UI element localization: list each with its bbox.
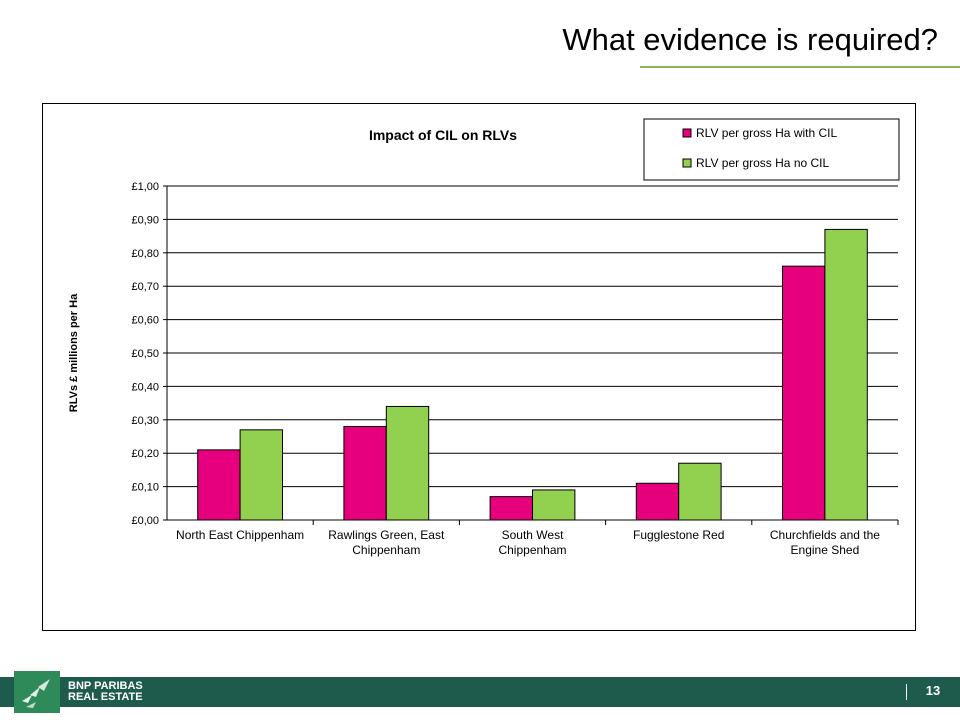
bar: [782, 265, 826, 521]
x-tick-label: Churchfields and the: [770, 528, 880, 542]
x-tick-label: North East Chippenham: [176, 528, 304, 542]
y-tick-label: £0,80: [131, 248, 159, 260]
bar: [197, 449, 241, 521]
chart-frame: £0,00 £0,10 £0,20 £0,30 £0,40 £0,50 £0,60 £0,70…: [42, 103, 916, 631]
bar: [678, 462, 722, 521]
y-tick-label: £0,50: [131, 348, 159, 360]
x-tick-label: Chippenham: [498, 543, 566, 557]
bnp-paribas-logo: [14, 671, 60, 713]
x-tick-label: Chippenham: [352, 543, 420, 557]
legend-swatch: [682, 128, 692, 138]
footer-separator: [906, 684, 907, 700]
bar-chart: £0,00 £0,10 £0,20 £0,30 £0,40 £0,50 £0,60 £0,70…: [68, 118, 900, 557]
y-tick-label: £0,30: [131, 415, 159, 427]
legend-swatch: [682, 158, 692, 168]
chart-title: Impact of CIL on RLVs: [369, 127, 517, 143]
bar: [824, 228, 868, 521]
legend-label: RLV per gross Ha no CIL: [696, 156, 829, 170]
page-number: 13: [925, 683, 941, 698]
bar: [532, 489, 576, 521]
bar: [343, 425, 387, 521]
bar: [489, 496, 533, 521]
y-tick-label: £0,10: [131, 482, 159, 494]
title-underline: [640, 66, 960, 68]
bar: [635, 482, 680, 521]
x-tick-label: Fugglestone Red: [633, 528, 724, 542]
x-tick-label: Engine Shed: [791, 543, 860, 557]
bar: [385, 405, 430, 521]
brand-line-1: BNP PARIBAS: [68, 680, 143, 692]
y-tick-label: £0,20: [131, 448, 159, 460]
footer-bar: [0, 677, 960, 707]
y-tick-label: £0,70: [131, 281, 159, 293]
y-axis-label: RLVs £ millions per Ha: [68, 293, 80, 412]
y-tick-label: £0,90: [131, 214, 159, 226]
x-tick-label: Rawlings Green, East: [328, 528, 445, 542]
legend-label: RLV per gross Ha with CIL: [696, 126, 837, 140]
slide-title: What evidence is required?: [562, 22, 938, 57]
birds-logo-icon: [22, 679, 50, 708]
y-tick-label: £1,00: [131, 181, 159, 193]
brand-line-2: REAL ESTATE: [68, 691, 143, 703]
y-tick-label: £0,00: [131, 515, 159, 527]
footer-brand: BNP PARIBAS REAL ESTATE: [68, 681, 143, 703]
x-tick-label: South West: [502, 528, 564, 542]
y-tick-label: £0,60: [131, 315, 159, 327]
y-tick-label: £0,40: [131, 381, 159, 393]
bar: [239, 429, 283, 521]
